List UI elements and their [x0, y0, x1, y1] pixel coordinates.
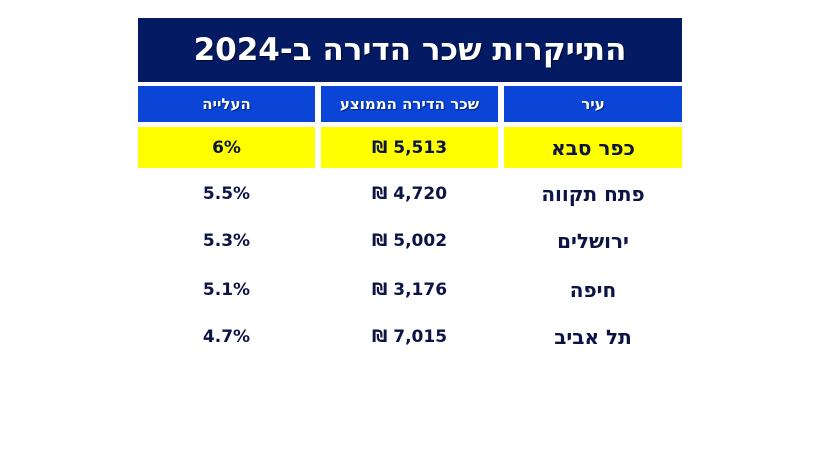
cell-increase: 5.1%	[202, 280, 251, 300]
cell-city: פתח תקווה	[541, 182, 645, 206]
table-row: תל אביב 7,015 ₪ 4.7%	[138, 317, 682, 357]
cell-increase: 4.7%	[202, 327, 251, 347]
cell-rent: 5,002 ₪	[371, 231, 448, 251]
cell-rent: 4,720 ₪	[371, 184, 448, 204]
header-rent: שכר הדירה הממוצע	[321, 86, 498, 122]
cell-rent: 3,176 ₪	[371, 280, 448, 300]
cell-city: ירושלים	[557, 229, 629, 253]
table-row-highlighted: כפר סבא 5,513 ₪ 6%	[138, 127, 682, 168]
table-row: ירושלים 5,002 ₪ 5.3%	[138, 221, 682, 261]
cell-increase: 6%	[138, 127, 315, 168]
header-row: עיר שכר הדירה הממוצע העלייה	[138, 86, 682, 122]
header-city: עיר	[504, 86, 682, 122]
header-increase: העלייה	[138, 86, 315, 122]
table-row: פתח תקווה 4,720 ₪ 5.5%	[138, 174, 682, 214]
table-title: התייקרות שכר הדירה ב-2024	[138, 18, 682, 82]
cell-rent: 7,015 ₪	[371, 327, 448, 347]
table-row: חיפה 3,176 ₪ 5.1%	[138, 270, 682, 310]
cell-city: תל אביב	[554, 325, 632, 349]
cell-city: חיפה	[569, 278, 617, 302]
cell-increase: 5.5%	[202, 184, 251, 204]
cell-increase: 5.3%	[202, 231, 251, 251]
cell-city: כפר סבא	[504, 127, 682, 168]
cell-rent: 5,513 ₪	[321, 127, 498, 168]
